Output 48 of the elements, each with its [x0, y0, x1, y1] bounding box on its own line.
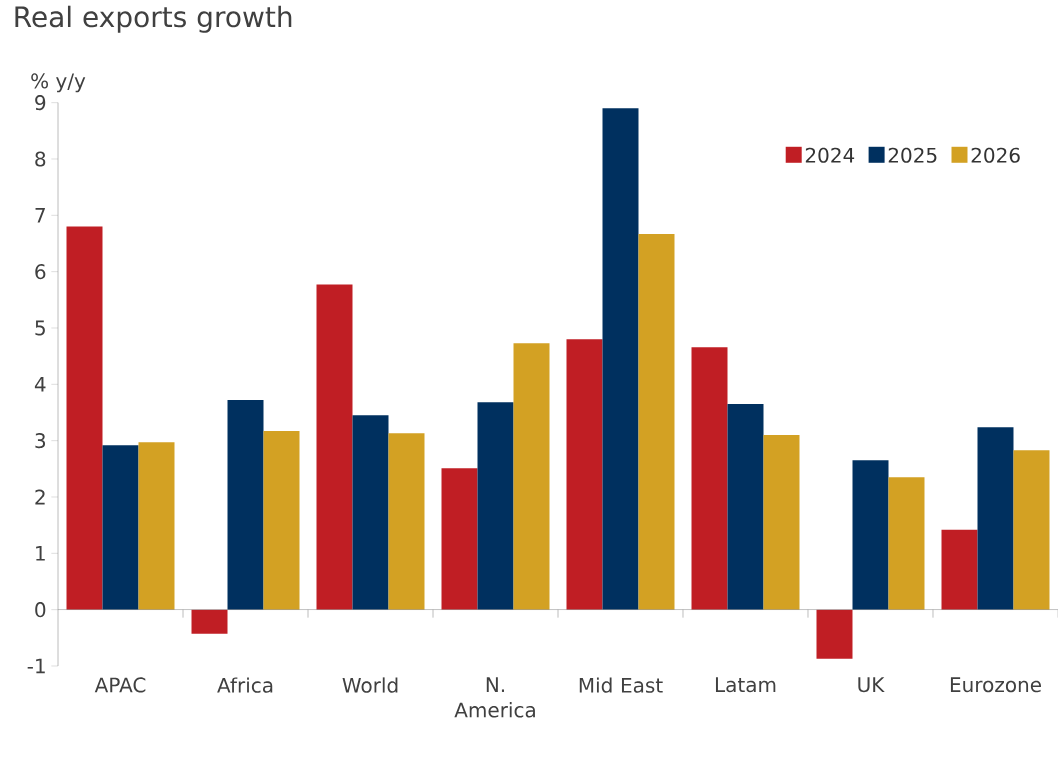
bar	[352, 415, 389, 610]
y-tick-label: 9	[35, 95, 46, 111]
bar	[888, 477, 925, 610]
bar	[263, 431, 300, 610]
bar	[638, 233, 675, 610]
bar	[763, 435, 800, 610]
bar	[513, 343, 550, 610]
bar	[977, 427, 1014, 610]
bar	[816, 609, 853, 659]
y-tick-label: 1	[36, 546, 45, 561]
x-tick-label: Mid East	[579, 677, 663, 693]
bar	[191, 609, 228, 634]
x-tick-label: N. America	[454, 677, 535, 718]
y-tick-label: 5	[35, 320, 45, 336]
bar	[388, 433, 425, 610]
chart-title: Real exports growth	[15, 5, 292, 33]
x-tick-label: Eurozone	[950, 677, 1041, 693]
bar	[566, 339, 603, 610]
bar	[941, 529, 978, 610]
y-tick-label: -1	[27, 658, 45, 674]
bar	[66, 226, 103, 610]
x-tick-label: World	[342, 677, 398, 693]
bar	[1013, 450, 1050, 610]
bar	[102, 445, 139, 610]
x-tick-label: UK	[858, 677, 885, 693]
y-tick-label: 2	[35, 489, 45, 505]
bar	[227, 400, 264, 610]
bar	[138, 442, 175, 610]
x-tick-label: Africa	[217, 677, 273, 693]
y-tick-label: 8	[35, 151, 46, 167]
y-tick-label: 7	[35, 208, 45, 223]
legend-label: 2025	[888, 147, 937, 163]
legend-label: 2024	[805, 147, 855, 163]
bar	[316, 284, 353, 610]
x-tick-label: Latam	[715, 677, 776, 693]
bar	[477, 402, 514, 610]
bar	[602, 108, 639, 610]
bar	[852, 460, 889, 610]
bar	[441, 468, 478, 610]
y-tick-label: 0	[35, 602, 46, 618]
bar	[691, 347, 728, 610]
x-tick-label: APAC	[94, 677, 146, 693]
bar	[727, 404, 764, 610]
y-tick-label: 3	[35, 433, 46, 449]
legend-label: 2026	[971, 147, 1020, 163]
y-tick-label: 6	[35, 264, 46, 280]
y-axis-title: % y/y	[31, 73, 86, 93]
y-tick-label: 4	[34, 377, 46, 392]
